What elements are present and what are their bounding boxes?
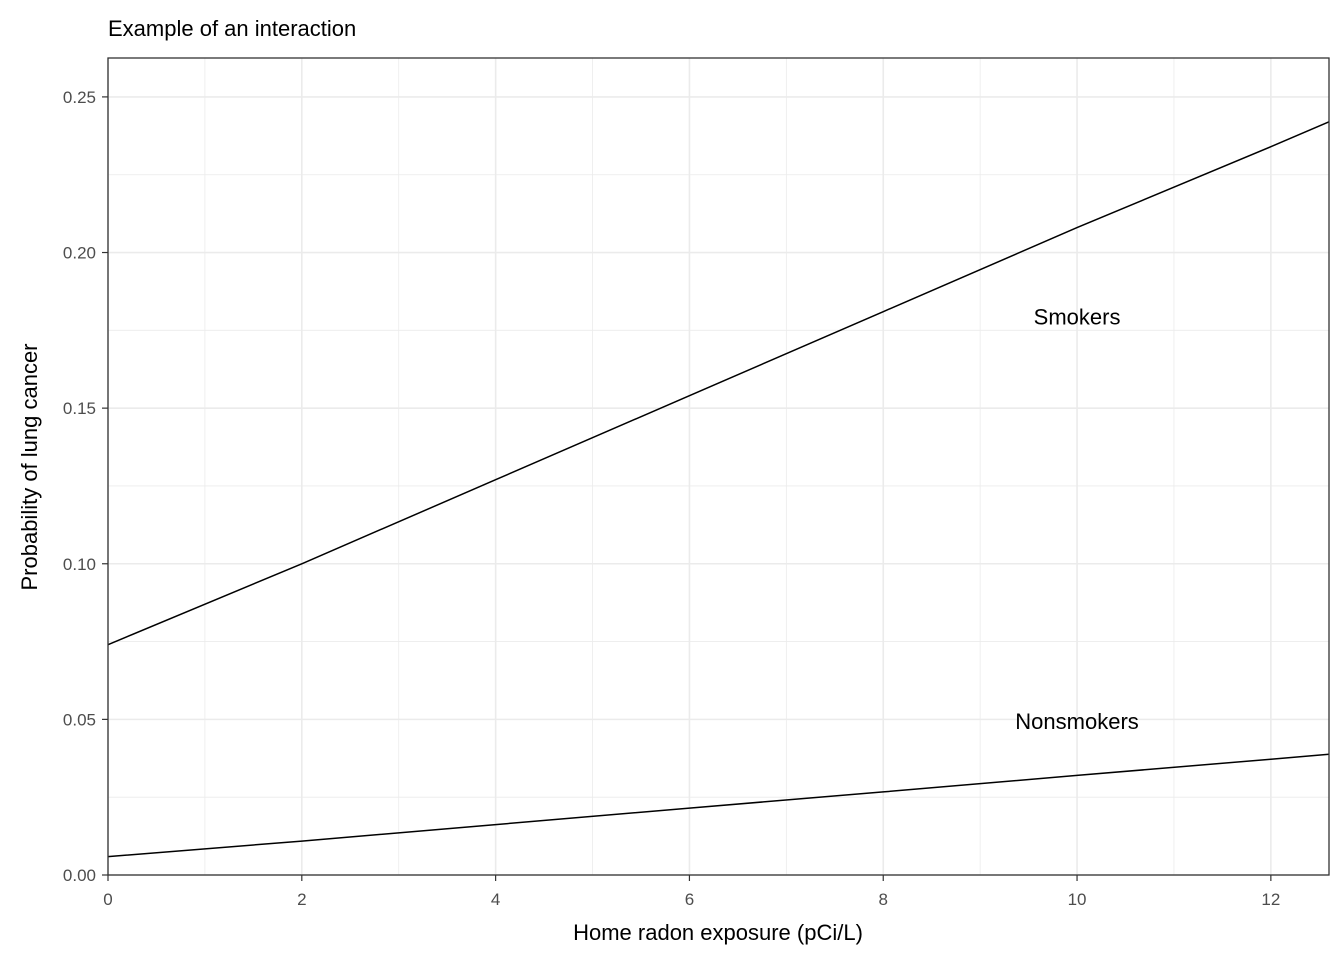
x-tick-label: 2 (297, 890, 306, 909)
series-line-1 (107, 121, 1330, 646)
y-tick-label: 0.10 (63, 555, 96, 574)
y-tick-label: 0.15 (63, 399, 96, 418)
x-tick-label: 0 (103, 890, 112, 909)
annotation-label-1: Smokers (1034, 304, 1121, 329)
x-tick-label: 10 (1068, 890, 1087, 909)
major-gridlines (107, 58, 1329, 876)
y-axis-title: Probability of lung cancer (17, 343, 42, 590)
x-axis-ticks: 0 2 4 6 8 10 12 (103, 875, 1280, 909)
minor-gridlines (108, 58, 1329, 875)
y-tick-label: 0.00 (63, 866, 96, 885)
x-tick-label: 6 (685, 890, 694, 909)
y-tick-label: 0.25 (63, 88, 96, 107)
series-layer (107, 121, 1330, 858)
chart-title: Example of an interaction (108, 16, 356, 41)
y-tick-label: 0.20 (63, 244, 96, 263)
annotation-layer: Smokers Nonsmokers (1015, 304, 1138, 734)
x-tick-label: 12 (1261, 890, 1280, 909)
x-axis-title: Home radon exposure (pCi/L) (573, 920, 863, 945)
panel-border (107, 57, 1330, 876)
x-tick-label: 8 (879, 890, 888, 909)
y-tick-label: 0.05 (63, 710, 96, 729)
annotation-label-2: Nonsmokers (1015, 709, 1138, 734)
y-axis-ticks: 0.00 0.05 0.10 0.15 0.20 0.25 (63, 88, 108, 885)
x-tick-label: 4 (491, 890, 500, 909)
series-line-2 (107, 753, 1330, 858)
